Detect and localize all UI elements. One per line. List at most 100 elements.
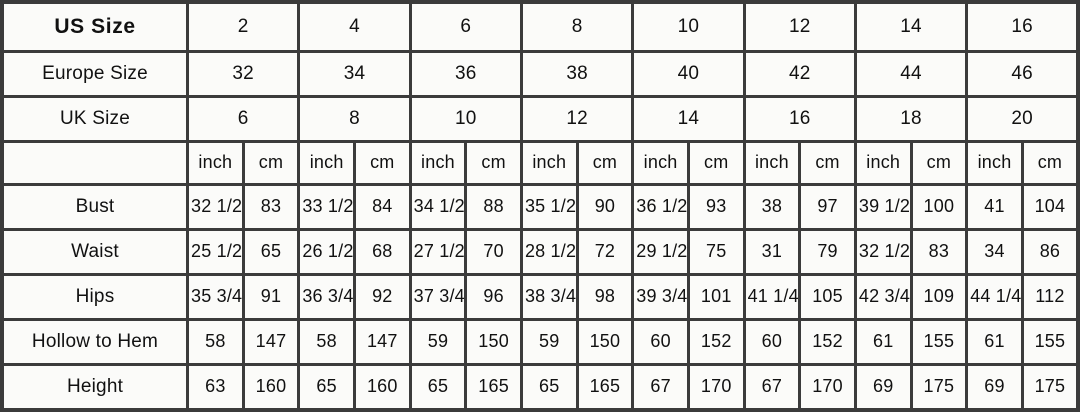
measurement-cm: 160 <box>352 362 412 412</box>
measurement-inch: 39 1/2 <box>853 182 913 231</box>
measurement-inch: 38 3/4 <box>519 272 579 321</box>
size-value: 40 <box>631 49 746 98</box>
measurement-cm: 165 <box>575 362 635 412</box>
measurement-inch: 36 1/2 <box>631 182 690 231</box>
row-label-bust: Bust <box>0 182 189 231</box>
measurement-cm: 152 <box>798 317 857 366</box>
table-row: Hollow to Hem 58 147 58 147 59 150 59 150 60 152 60… <box>0 317 1080 366</box>
measurement-inch: 67 <box>631 362 690 412</box>
measurement-inch: 59 <box>408 317 468 366</box>
size-value: 46 <box>965 49 1080 98</box>
unit-header-inch: inch <box>965 139 1024 186</box>
unit-header-cm: cm <box>575 139 635 186</box>
measurement-cm: 100 <box>909 182 969 231</box>
size-value: 8 <box>297 94 412 143</box>
size-value: 14 <box>853 0 969 53</box>
measurement-inch: 65 <box>297 362 356 412</box>
measurement-cm: 97 <box>798 182 857 231</box>
size-value: 38 <box>519 49 635 98</box>
measurement-inch: 63 <box>186 362 245 412</box>
size-value: 14 <box>631 94 746 143</box>
measurement-cm: 155 <box>1020 317 1080 366</box>
unit-header-inch: inch <box>519 139 579 186</box>
size-value: 10 <box>408 94 523 143</box>
size-value: 8 <box>519 0 635 53</box>
measurement-cm: 175 <box>909 362 969 412</box>
unit-header-inch: inch <box>408 139 468 186</box>
size-value: 42 <box>742 49 857 98</box>
size-value: 4 <box>297 0 412 53</box>
measurement-cm: 65 <box>241 227 301 276</box>
measurement-cm: 150 <box>464 317 523 366</box>
size-value: 16 <box>742 94 857 143</box>
measurement-inch: 32 1/2 <box>853 227 913 276</box>
table-row: Hips 35 3/4 91 36 3/4 92 37 3/4 96 38 3/4 98 39 3… <box>0 272 1080 321</box>
row-label-us-size: US Size <box>0 0 189 53</box>
measurement-inch: 67 <box>742 362 802 412</box>
row-label-hips: Hips <box>0 272 189 321</box>
table-row: Waist 25 1/2 65 26 1/2 68 27 1/2 70 28 1/2 72 29 … <box>0 227 1080 276</box>
unit-header-inch: inch <box>631 139 690 186</box>
unit-header-cm: cm <box>1020 139 1080 186</box>
size-value: 20 <box>965 94 1080 143</box>
measurement-cm: 147 <box>241 317 301 366</box>
row-label-uk-size: UK Size <box>0 94 189 143</box>
measurement-cm: 101 <box>686 272 746 321</box>
measurement-cm: 93 <box>686 182 746 231</box>
measurement-inch: 44 1/4 <box>965 272 1024 321</box>
unit-header-inch: inch <box>853 139 913 186</box>
measurement-inch: 61 <box>965 317 1024 366</box>
measurement-inch: 58 <box>186 317 245 366</box>
measurement-cm: 75 <box>686 227 746 276</box>
measurement-cm: 86 <box>1020 227 1080 276</box>
row-label-europe-size: Europe Size <box>0 49 189 98</box>
measurement-inch: 41 1/4 <box>742 272 802 321</box>
size-value: 34 <box>297 49 412 98</box>
unit-header-inch: inch <box>186 139 245 186</box>
unit-header-inch: inch <box>742 139 802 186</box>
unit-header-cm: cm <box>241 139 301 186</box>
unit-header-cm: cm <box>686 139 746 186</box>
measurement-cm: 165 <box>464 362 523 412</box>
measurement-cm: 88 <box>464 182 523 231</box>
size-value: 18 <box>853 94 969 143</box>
size-value: 10 <box>631 0 746 53</box>
size-value: 16 <box>965 0 1080 53</box>
measurement-inch: 36 3/4 <box>297 272 356 321</box>
row-label-waist: Waist <box>0 227 189 276</box>
measurement-inch: 29 1/2 <box>631 227 690 276</box>
measurement-cm: 90 <box>575 182 635 231</box>
table-row: inch cm inch cm inch cm inch cm inch cm inch cm inch… <box>0 139 1080 186</box>
measurement-inch: 69 <box>853 362 913 412</box>
table-row: Height 63 160 65 160 65 165 65 165 67 170 67 170 69 17… <box>0 362 1080 412</box>
measurement-cm: 84 <box>352 182 412 231</box>
measurement-inch: 61 <box>853 317 913 366</box>
unit-header-cm: cm <box>909 139 969 186</box>
measurement-inch: 35 1/2 <box>519 182 579 231</box>
measurement-inch: 65 <box>408 362 468 412</box>
measurement-cm: 105 <box>798 272 857 321</box>
unit-row-empty-label <box>0 139 189 186</box>
unit-header-inch: inch <box>297 139 356 186</box>
measurement-inch: 32 1/2 <box>186 182 245 231</box>
measurement-inch: 31 <box>742 227 802 276</box>
measurement-cm: 83 <box>241 182 301 231</box>
size-value: 12 <box>519 94 635 143</box>
measurement-cm: 70 <box>464 227 523 276</box>
measurement-cm: 160 <box>241 362 301 412</box>
size-value: 32 <box>185 49 301 98</box>
measurement-inch: 38 <box>742 182 802 231</box>
measurement-cm: 170 <box>686 362 746 412</box>
table-row: UK Size 6 8 10 12 14 16 18 20 <box>0 94 1080 143</box>
measurement-inch: 42 3/4 <box>853 272 913 321</box>
size-value: 12 <box>742 0 857 53</box>
measurement-inch: 58 <box>297 317 356 366</box>
measurement-cm: 92 <box>352 272 412 321</box>
measurement-cm: 150 <box>575 317 635 366</box>
measurement-cm: 109 <box>909 272 969 321</box>
size-value: 36 <box>408 49 523 98</box>
measurement-cm: 104 <box>1020 182 1080 231</box>
measurement-inch: 59 <box>519 317 579 366</box>
measurement-cm: 98 <box>575 272 635 321</box>
